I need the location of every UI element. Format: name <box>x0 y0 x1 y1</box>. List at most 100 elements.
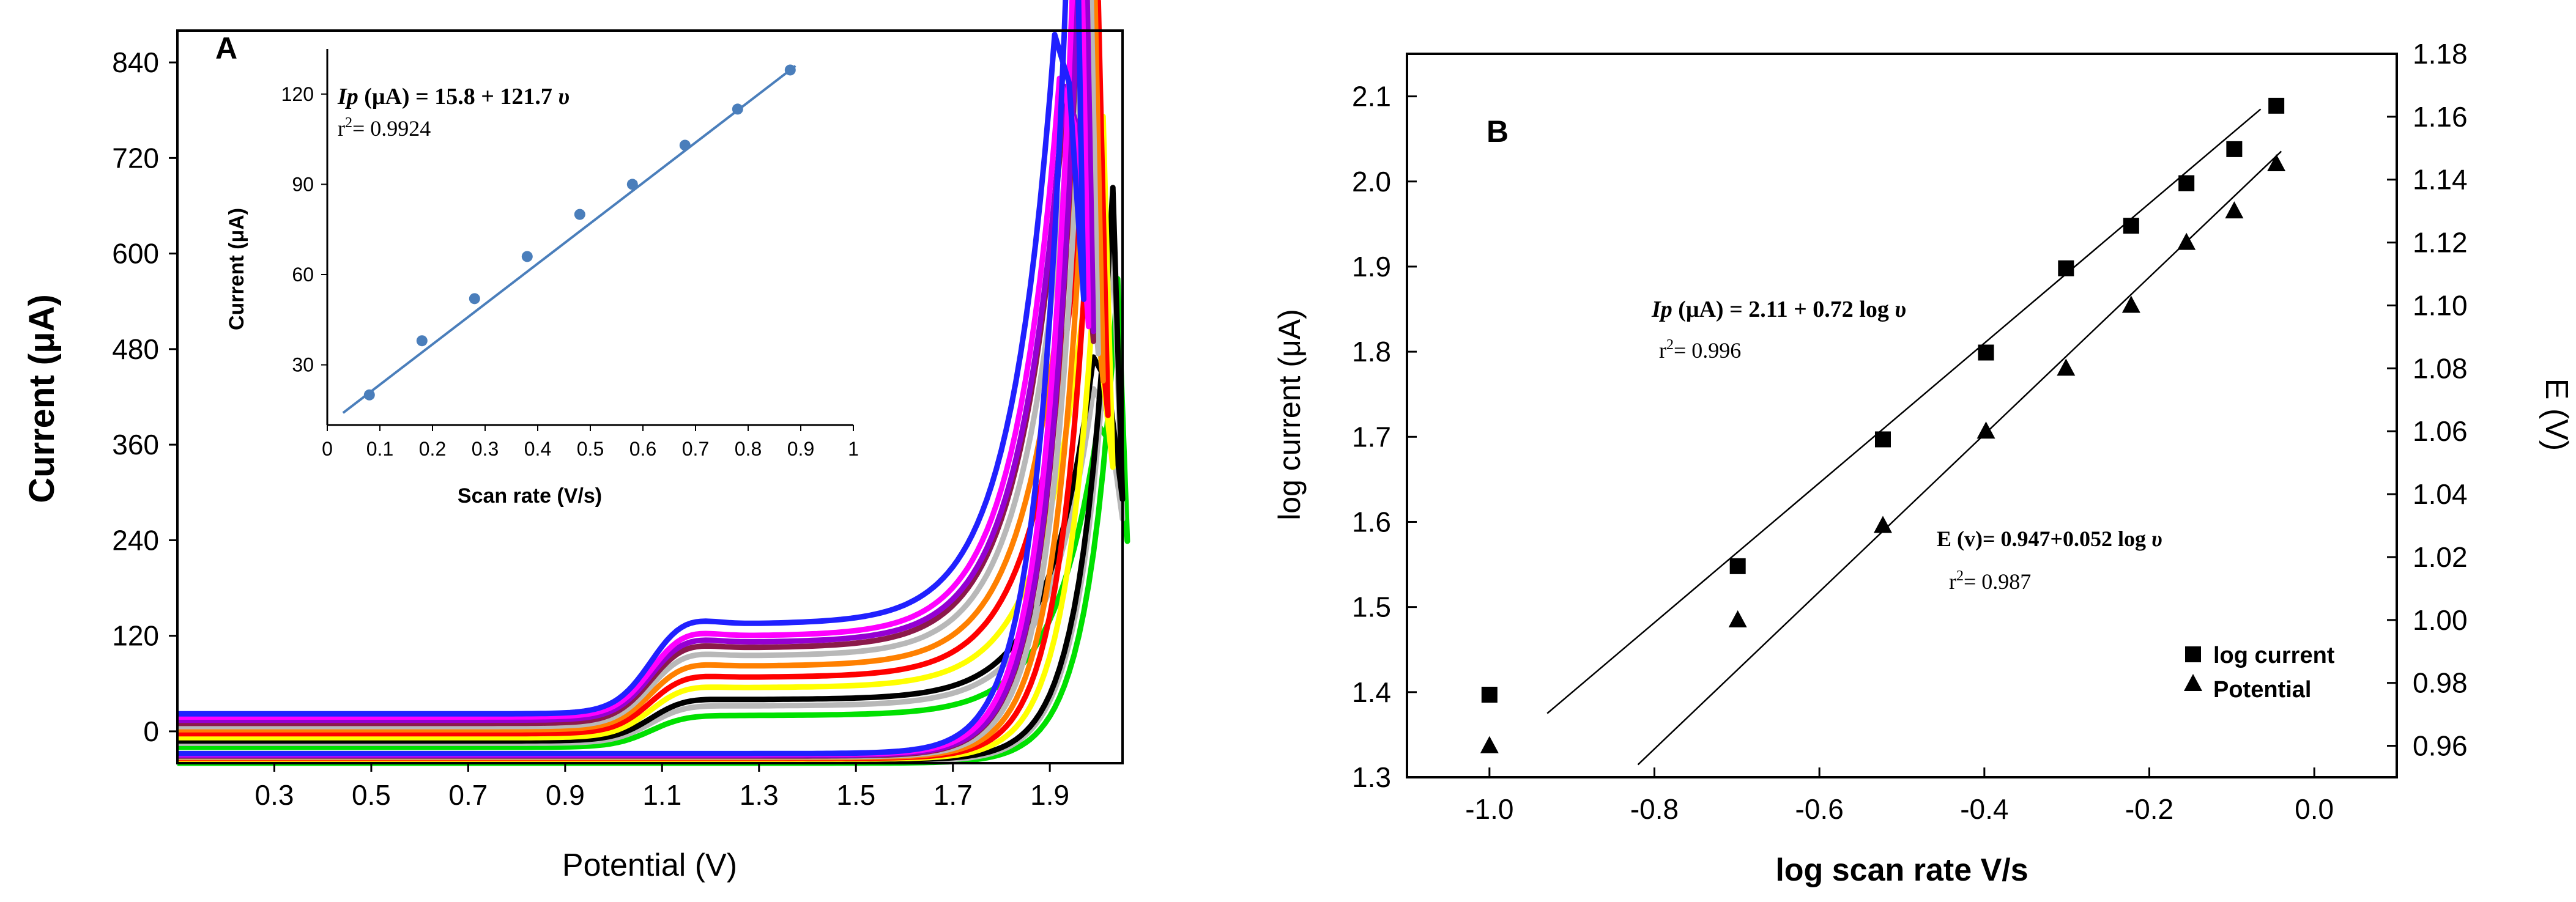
log-current-point <box>2178 175 2195 191</box>
panel-a-x-axis-title: Potential (V) <box>562 848 737 883</box>
eq1-var: υ <box>1895 297 1906 322</box>
x-tick-label: 1.5 <box>836 779 875 811</box>
y-tick-label: 0 <box>143 715 159 747</box>
b-y2-tick-label: 1.10 <box>2413 289 2468 321</box>
b-y2-tick-label: 1.06 <box>2413 415 2468 447</box>
eq1-rhs: (μA) = 2.11 + 0.72 log <box>1672 297 1895 322</box>
inset-axes: 0 0.1 0.2 0.3 0.4 0.5 0.6 0.7 0.8 0.9 1 30 60 90 120 <box>281 49 859 460</box>
legend-triangle-marker <box>2184 674 2202 691</box>
inset-data-point <box>363 389 375 401</box>
b-y-tick-label: 1.3 <box>1352 761 1391 793</box>
panel-b-plot <box>1480 97 2286 766</box>
x-tick-label: 1.7 <box>934 779 973 811</box>
log-current-point <box>2268 97 2285 114</box>
b-y2-tick-label: 1.12 <box>2413 227 2468 259</box>
inset-x-tick-label: 0.2 <box>419 438 446 460</box>
log-current-fit-equation: Ip (μA) = 2.11 + 0.72 log υ <box>1651 297 1906 322</box>
potential-point <box>2267 154 2286 172</box>
legend-log-current-label: log current <box>2213 643 2335 668</box>
log-current-point <box>2123 218 2139 234</box>
inset-data-point <box>521 251 533 262</box>
inset-x-axis-title: Scan rate (V/s) <box>458 484 602 508</box>
b-y2-tick-label: 0.98 <box>2413 667 2468 699</box>
b-x-tick-label: 0.0 <box>2295 793 2334 825</box>
eq2-r2-label: r <box>1949 569 1956 594</box>
inset-y-tick-label: 30 <box>292 354 314 376</box>
inset-equation-lhs: Ip <box>337 84 358 109</box>
potential-r-squared: r2= 0.987 <box>1949 568 2031 594</box>
b-y-tick-label: 1.5 <box>1352 591 1391 623</box>
eq1-lhs: Ip <box>1651 297 1672 322</box>
inset-data-point <box>626 179 638 190</box>
b-y-tick-label: 1.8 <box>1352 336 1391 368</box>
inset-x-tick-label: 0.9 <box>787 438 814 460</box>
b-y2-tick-label: 0.96 <box>2413 730 2468 762</box>
eq2-var: υ <box>2151 527 2162 551</box>
inset-x-tick-label: 0.7 <box>682 438 709 460</box>
log-current-point <box>1729 558 1746 574</box>
b-y2-tick-label: 1.16 <box>2413 101 2468 133</box>
log-current-r-squared: r2= 0.996 <box>1659 337 1741 363</box>
inset-x-tick-label: 0.6 <box>629 438 656 460</box>
log-current-fit-line <box>1546 108 2262 714</box>
panel-b-x-axis-title: log scan rate V/s <box>1775 852 2028 888</box>
inset-data-point <box>469 293 480 305</box>
x-tick-label: 0.7 <box>448 779 488 811</box>
potential-point <box>1977 421 1995 439</box>
log-current-point <box>1978 344 1994 361</box>
x-tick-label: 1.3 <box>740 779 779 811</box>
eq1-r2-label: r <box>1659 338 1666 363</box>
inset-y-tick-label: 90 <box>292 173 314 195</box>
inset-r2-label: r <box>338 116 345 141</box>
inset-fit-equation: Ip (μA) = 15.8 + 121.7 υ <box>337 84 570 109</box>
b-y-tick-label: 1.4 <box>1352 676 1391 708</box>
inset-x-tick-label: 0 <box>322 438 333 460</box>
eq2-r2-value: = 0.987 <box>1964 569 2031 594</box>
legend-potential-label: Potential <box>2213 677 2311 703</box>
eq1-r2-superscript: 2 <box>1666 337 1674 353</box>
panel-b-frame <box>1406 53 2398 778</box>
inset-y-axis-title: Current (μA) <box>225 208 248 330</box>
panel-b-y2-axis-title: E (V) <box>2539 379 2574 451</box>
y-tick-label: 720 <box>112 142 159 174</box>
inset-data-point <box>574 209 585 220</box>
potential-point <box>1480 736 1499 753</box>
panel-b-axes: -1.0 -0.8 -0.6 -0.4 -0.2 0.0 1.3 1.4 1.5 1.6 1.7 1.… <box>1352 38 2467 825</box>
b-y-tick-label: 2.0 <box>1352 166 1391 198</box>
y-tick-label: 240 <box>112 524 159 556</box>
b-y-tick-label: 1.7 <box>1352 421 1391 453</box>
potential-point <box>1728 610 1747 627</box>
cv-curves <box>177 0 1130 766</box>
panel-a-y-axis-title: Current (μA) <box>22 294 62 503</box>
eq2-r2-superscript: 2 <box>1956 568 1964 584</box>
x-tick-label: 0.3 <box>254 779 294 811</box>
x-tick-label: 1.9 <box>1030 779 1069 811</box>
potential-point <box>1873 516 1892 533</box>
inset-x-tick-label: 1 <box>848 438 859 460</box>
y-tick-label: 480 <box>112 333 159 365</box>
panel-b-y-axis-title: log current (μA) <box>1272 309 1307 520</box>
b-x-tick-label: -0.8 <box>1630 793 1679 825</box>
inset-x-tick-label: 0.8 <box>735 438 762 460</box>
inset-r2-value: = 0.9924 <box>352 116 431 141</box>
y-tick-label: 600 <box>112 238 159 270</box>
log-current-point <box>2058 260 2074 276</box>
y-tick-label: 840 <box>112 46 159 78</box>
b-x-tick-label: -1.0 <box>1465 793 1513 825</box>
inset-y-tick-label: 60 <box>292 264 314 286</box>
x-tick-label: 1.1 <box>642 779 681 811</box>
inset-data-point <box>732 103 743 115</box>
b-y2-tick-label: 1.04 <box>2413 478 2468 510</box>
y-tick-label: 360 <box>112 429 159 460</box>
potential-point <box>2225 201 2244 219</box>
panel-b: -1.0 -0.8 -0.6 -0.4 -0.2 0.0 1.3 1.4 1.5 1.6 1.7 1.… <box>1272 38 2574 888</box>
legend-square-marker <box>2185 646 2201 662</box>
inset-data-point <box>416 335 428 347</box>
inset-chart: 0 0.1 0.2 0.3 0.4 0.5 0.6 0.7 0.8 0.9 1 30 60 90 120 C… <box>225 49 859 508</box>
log-current-point <box>2226 141 2243 157</box>
panel-a-label: A <box>215 31 237 65</box>
panel-b-label: B <box>1487 114 1509 149</box>
eq1-r2-value: = 0.996 <box>1674 338 1741 363</box>
inset-x-tick-label: 0.1 <box>366 438 393 460</box>
